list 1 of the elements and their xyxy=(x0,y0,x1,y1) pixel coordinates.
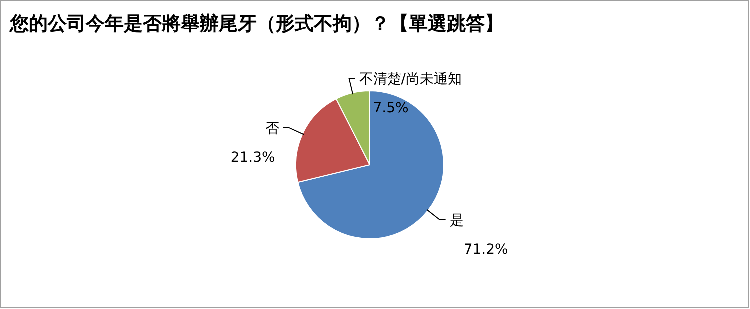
chart-title: 您的公司今年是否將舉辦尾牙（形式不拘）？【單選跳答】 xyxy=(9,13,504,35)
